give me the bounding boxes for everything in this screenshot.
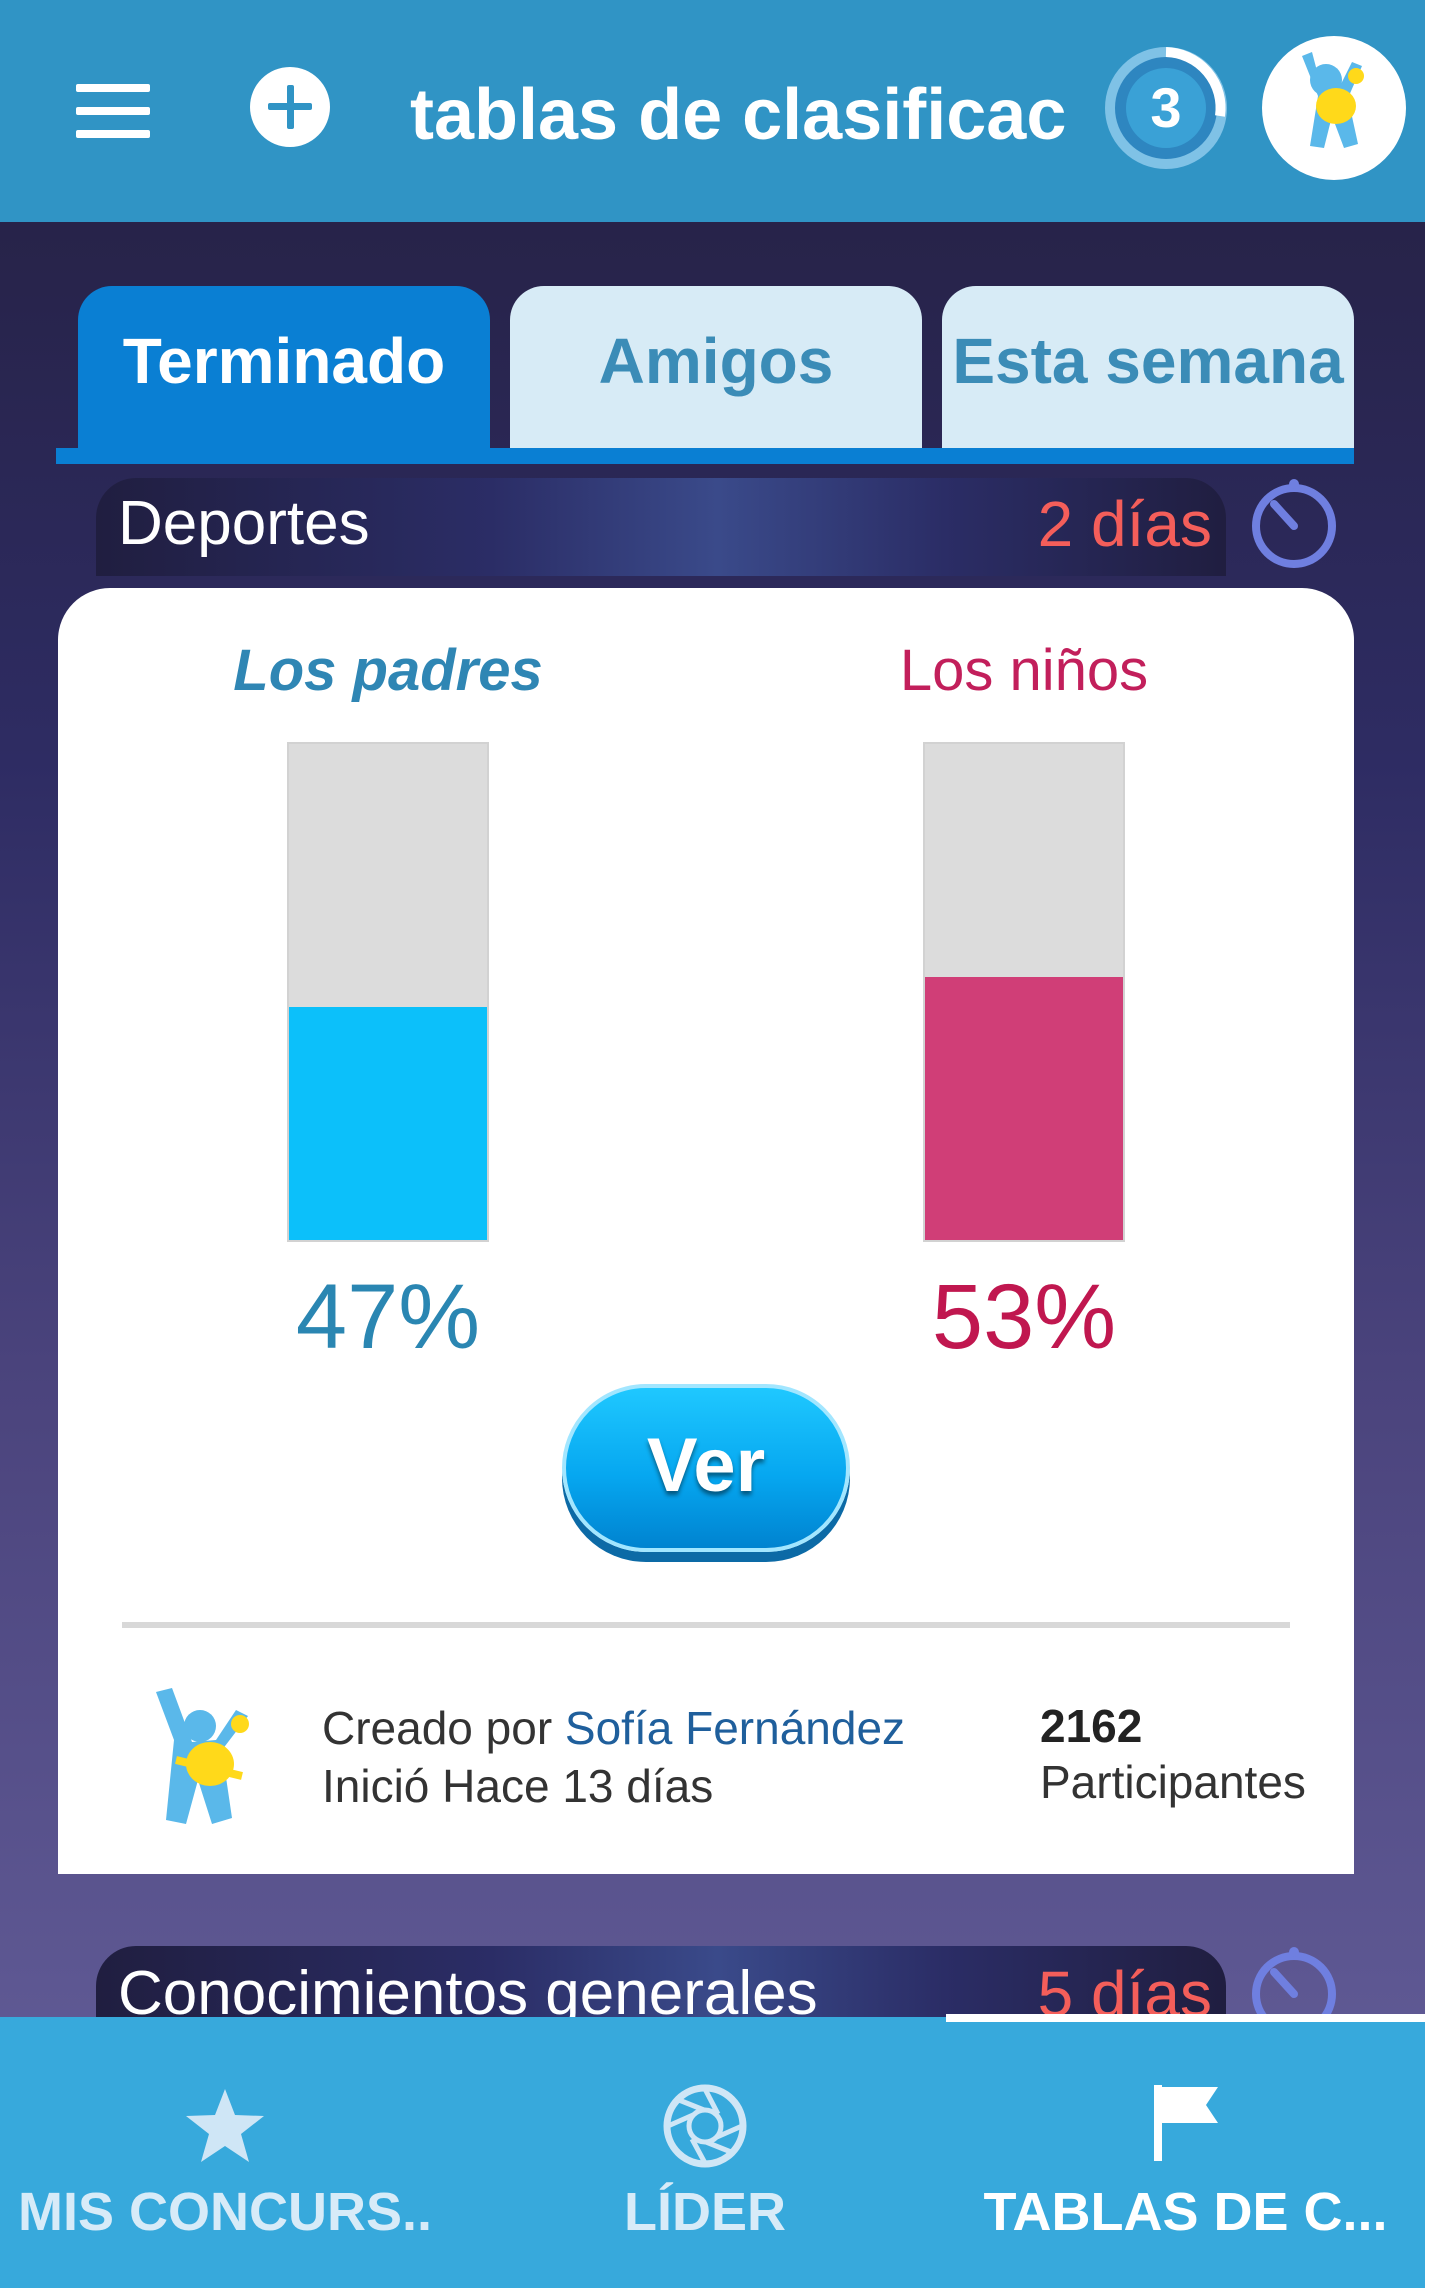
team-b-bar <box>923 742 1125 1242</box>
nav-tablas-de-clasificacion[interactable]: TABLAS DE C... <box>946 2017 1425 2288</box>
category-name: Deportes <box>118 489 370 558</box>
flag-icon <box>1154 2085 1218 2161</box>
screen-edge <box>1425 0 1432 2288</box>
time-left: 2 días <box>1037 488 1212 560</box>
tab-amigos[interactable]: Amigos <box>510 286 922 448</box>
add-circle-icon[interactable] <box>248 65 332 149</box>
level-progress-ring <box>1105 47 1227 169</box>
category-header-bar <box>96 478 1226 576</box>
created-by-prefix: Creado por <box>322 1702 553 1754</box>
created-by-line: Creado por Sofía Fernández <box>322 1698 905 1758</box>
team-a-bar-fill <box>289 1006 487 1240</box>
nav-mis-concursos[interactable]: MIS CONCURS.. <box>0 2017 450 2288</box>
view-button[interactable]: Ver <box>562 1384 850 1552</box>
card-divider <box>122 1622 1290 1628</box>
team-a-name: Los padres <box>233 638 543 703</box>
nav-label-lider: LÍDER <box>624 2182 786 2242</box>
active-nav-indicator <box>946 2014 1425 2022</box>
hamburger-menu-icon[interactable] <box>76 84 150 138</box>
team-b-name: Los niños <box>899 638 1149 703</box>
notification-count[interactable]: 3 <box>1150 76 1182 139</box>
creator-avatar-icon <box>156 1688 249 1824</box>
team-a-percent: 47% <box>295 1266 481 1368</box>
star-icon <box>186 2089 264 2162</box>
user-avatar[interactable] <box>1262 36 1406 180</box>
team-b-percent: 53% <box>931 1266 1117 1368</box>
tab-underline <box>56 448 1354 464</box>
aperture-icon <box>663 2084 747 2168</box>
started-ago: Inició Hace 13 días <box>322 1760 714 1812</box>
team-b-bar-fill <box>925 977 1123 1240</box>
tab-esta-semana[interactable]: Esta semana <box>942 286 1354 448</box>
timer-icon <box>1252 479 1336 568</box>
nav-lider[interactable]: LÍDER <box>470 2017 940 2288</box>
page-title: tablas de clasificac <box>410 75 1067 155</box>
team-a-bar <box>287 742 489 1242</box>
tab-terminado[interactable]: Terminado <box>78 286 490 448</box>
mascot-avatar-icon <box>1302 52 1364 148</box>
participants-label: Participantes <box>1040 1756 1306 1808</box>
nav-label-mis-concursos: MIS CONCURS.. <box>17 2182 433 2242</box>
creator-name-link[interactable]: Sofía Fernández <box>564 1702 906 1754</box>
category-name-2: Conocimientos generales <box>118 1959 818 2028</box>
nav-label-tablas: TABLAS DE C... <box>983 2182 1388 2242</box>
contest-card <box>58 588 1354 1874</box>
participants-count: 2162 <box>1040 1700 1143 1752</box>
